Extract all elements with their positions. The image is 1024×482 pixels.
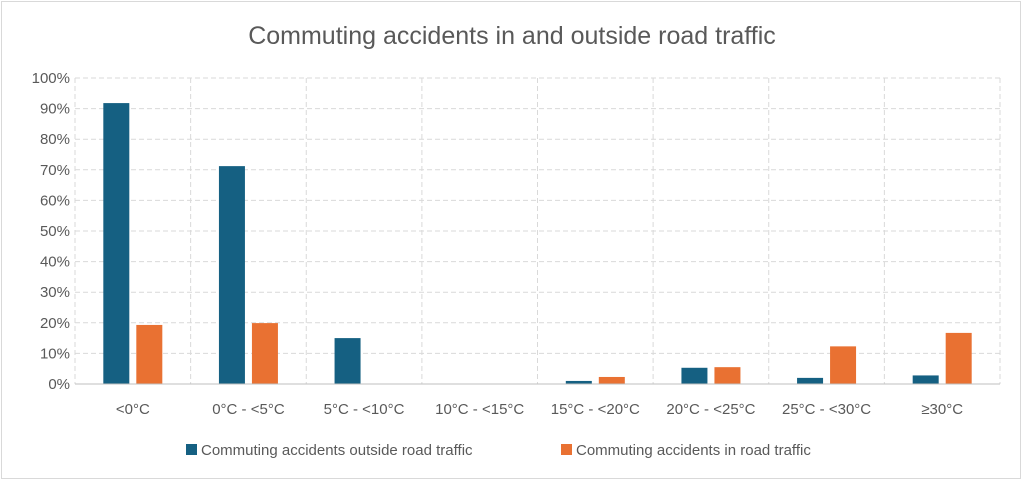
bar: [136, 324, 163, 384]
y-tick-label: 80%: [40, 131, 70, 148]
legend-item: Commuting accidents in road traffic: [561, 442, 811, 459]
y-tick-label: 90%: [40, 101, 70, 118]
y-tick-label: 60%: [40, 192, 70, 209]
bar: [565, 380, 592, 384]
bar: [218, 166, 245, 384]
legend-swatch: [186, 444, 197, 455]
gridlines: [74, 77, 1001, 384]
bar: [598, 376, 625, 384]
bars: [103, 103, 972, 384]
legend-label: Commuting accidents outside road traffic: [201, 442, 473, 459]
x-tick-label: 20°C - <25°C: [666, 401, 755, 418]
x-tick-label: 10°C - <15°C: [435, 401, 524, 418]
x-tick-label: 5°C - <10°C: [324, 401, 405, 418]
y-tick-label: 70%: [40, 162, 70, 179]
legend-swatch: [561, 444, 572, 455]
x-tick-label: <0°C: [116, 401, 150, 418]
bar: [830, 346, 857, 384]
y-tick-label: 50%: [40, 223, 70, 240]
bar: [251, 323, 278, 384]
bar: [945, 332, 972, 384]
legend-item: Commuting accidents outside road traffic: [186, 442, 473, 459]
legend-label: Commuting accidents in road traffic: [576, 442, 811, 459]
bar: [912, 375, 939, 384]
x-tick-label: 15°C - <20°C: [551, 401, 640, 418]
legend: Commuting accidents outside road traffic…: [186, 442, 811, 459]
bar: [797, 377, 824, 384]
bar: [714, 367, 741, 384]
y-tick-label: 10%: [40, 345, 70, 362]
x-tick-label: ≥30°C: [921, 401, 963, 418]
y-tick-label: 40%: [40, 254, 70, 271]
y-axis-ticks: 0% 10% 20% 30% 40% 50% 60% 70% 80% 90% 100%: [32, 70, 70, 393]
y-tick-label: 100%: [32, 70, 70, 87]
x-tick-label: 0°C - <5°C: [212, 401, 285, 418]
bar: [103, 103, 130, 384]
x-axis-ticks: <0°C 0°C - <5°C 5°C - <10°C 10°C - <15°C 15°…: [116, 401, 963, 418]
y-tick-label: 30%: [40, 284, 70, 301]
chart-title: Commuting accidents in and outside road …: [248, 22, 776, 50]
x-tick-label: 25°C - <30°C: [782, 401, 871, 418]
y-tick-label: 0%: [48, 376, 70, 393]
bar: [334, 338, 361, 384]
bar: [681, 367, 708, 384]
y-tick-label: 20%: [40, 315, 70, 332]
